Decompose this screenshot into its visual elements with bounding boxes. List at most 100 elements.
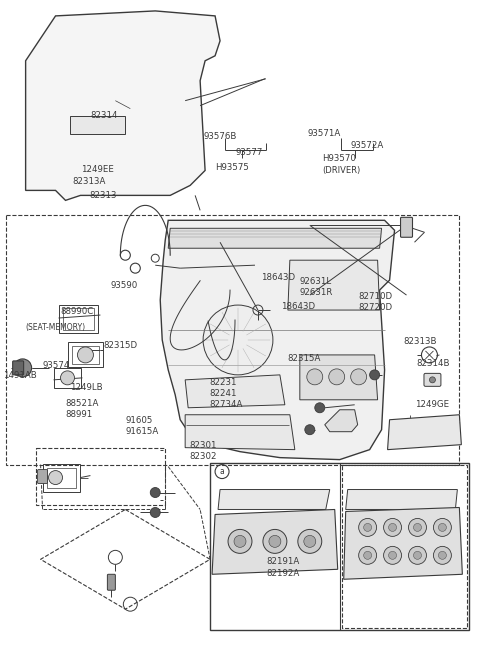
Text: 82231: 82231 [209, 378, 236, 387]
Text: 93577: 93577 [235, 148, 263, 157]
Text: 82720D: 82720D [359, 303, 393, 312]
Text: 82241: 82241 [209, 389, 236, 398]
Circle shape [203, 305, 273, 375]
Bar [36, 447, 165, 506]
Circle shape [351, 369, 367, 385]
Bar [54, 368, 82, 388]
Text: 82313: 82313 [89, 191, 117, 200]
Circle shape [307, 369, 323, 385]
Circle shape [408, 546, 426, 565]
Circle shape [384, 546, 402, 565]
Circle shape [433, 519, 451, 536]
Text: (DRIVER): (DRIVER) [323, 166, 360, 175]
Polygon shape [185, 415, 295, 449]
Text: 93590: 93590 [111, 281, 138, 290]
FancyBboxPatch shape [400, 217, 412, 237]
Text: 82710D: 82710D [359, 292, 393, 301]
Text: 82313B: 82313B [404, 337, 437, 346]
Circle shape [13, 359, 32, 377]
Text: 1249GE: 1249GE [415, 400, 449, 409]
Polygon shape [344, 508, 462, 579]
Bar [43, 464, 81, 491]
Circle shape [433, 546, 451, 565]
Text: 93576B: 93576B [204, 132, 237, 141]
Text: 88990C: 88990C [60, 307, 94, 316]
Text: 82313A: 82313A [72, 178, 106, 187]
Circle shape [384, 519, 402, 536]
Polygon shape [25, 11, 220, 200]
Circle shape [304, 535, 316, 548]
Circle shape [150, 487, 160, 498]
Circle shape [359, 546, 377, 565]
Circle shape [430, 377, 435, 383]
Text: 93574: 93574 [43, 361, 70, 370]
Circle shape [408, 519, 426, 536]
Text: 18643D: 18643D [281, 302, 315, 311]
Text: 93572A: 93572A [350, 141, 384, 150]
Text: (SEAT-MEMORY): (SEAT-MEMORY) [25, 323, 86, 332]
Text: a: a [220, 467, 225, 476]
Circle shape [438, 523, 446, 531]
Text: 18643D: 18643D [261, 273, 295, 282]
Circle shape [413, 523, 421, 531]
Circle shape [234, 535, 246, 548]
Text: 1491AB: 1491AB [3, 371, 37, 381]
Circle shape [413, 552, 421, 559]
Text: H93575: H93575 [215, 163, 249, 172]
Bar [6, 215, 459, 464]
Text: 82314B: 82314B [416, 359, 450, 368]
Circle shape [60, 371, 74, 385]
Circle shape [48, 470, 62, 485]
FancyBboxPatch shape [12, 361, 24, 375]
Circle shape [315, 403, 325, 413]
Bar [210, 462, 469, 630]
Text: H93570: H93570 [323, 155, 356, 164]
Bar [62, 308, 95, 330]
Text: 82734A: 82734A [209, 400, 242, 409]
Text: 88991: 88991 [65, 410, 93, 419]
Polygon shape [168, 229, 382, 248]
Circle shape [364, 523, 372, 531]
Circle shape [364, 552, 372, 559]
Text: 82191A: 82191A [266, 557, 300, 566]
Polygon shape [346, 489, 457, 510]
Text: 82301: 82301 [190, 441, 217, 450]
Bar [47, 468, 76, 487]
Text: 93571A: 93571A [308, 129, 341, 138]
Circle shape [298, 529, 322, 553]
Polygon shape [300, 355, 378, 400]
Text: 91605: 91605 [125, 417, 153, 425]
Text: 1249LB: 1249LB [70, 383, 103, 392]
Circle shape [150, 508, 160, 517]
Text: 92631L: 92631L [300, 277, 332, 286]
Circle shape [77, 347, 94, 363]
Circle shape [269, 535, 281, 548]
Text: 91615A: 91615A [125, 428, 158, 436]
Polygon shape [218, 489, 330, 510]
Bar [69, 342, 103, 367]
FancyBboxPatch shape [424, 373, 441, 386]
Text: 88521A: 88521A [65, 399, 99, 408]
Text: 1249EE: 1249EE [81, 165, 114, 174]
Text: 82302: 82302 [190, 453, 217, 461]
Text: 92631R: 92631R [300, 288, 333, 297]
Bar [72, 346, 99, 364]
Polygon shape [160, 220, 395, 460]
Text: 82315A: 82315A [288, 354, 321, 364]
Bar [342, 464, 468, 628]
Circle shape [329, 369, 345, 385]
Polygon shape [387, 415, 461, 449]
FancyBboxPatch shape [108, 574, 115, 590]
Bar [71, 116, 125, 134]
Circle shape [359, 519, 377, 536]
Circle shape [370, 370, 380, 380]
Polygon shape [288, 260, 380, 310]
Circle shape [305, 424, 315, 435]
Polygon shape [212, 510, 338, 574]
Text: 82192A: 82192A [266, 569, 300, 578]
Bar [59, 305, 98, 333]
Polygon shape [325, 410, 358, 432]
Polygon shape [185, 375, 285, 408]
Circle shape [389, 552, 396, 559]
Circle shape [263, 529, 287, 553]
